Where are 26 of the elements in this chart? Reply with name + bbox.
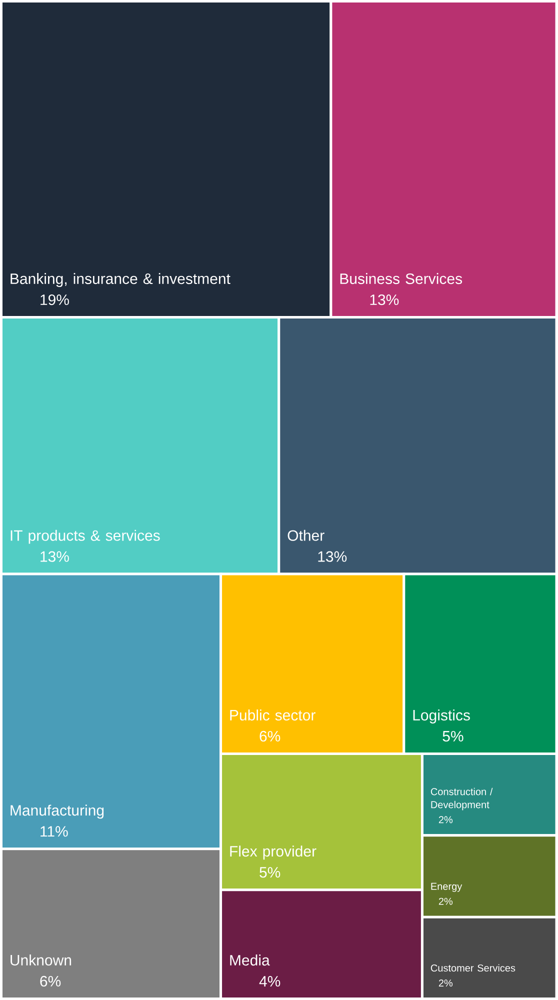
- category-label: Flex provider: [230, 846, 316, 860]
- data-label: 6%: [260, 730, 280, 742]
- data-label: 2%: [439, 898, 453, 905]
- category-label: Construction / Development: [431, 788, 493, 810]
- data-label: 13%: [318, 551, 347, 562]
- category-label: Unknown: [10, 954, 72, 966]
- data-label: 4%: [259, 976, 280, 987]
- category-label: Logistics: [413, 710, 470, 724]
- data-label: 2%: [439, 979, 453, 987]
- category-label: Manufacturing: [10, 804, 104, 819]
- category-label: Customer Services: [431, 964, 516, 972]
- category-label: Public sector: [230, 710, 316, 721]
- data-label: 6%: [40, 976, 61, 987]
- category-label: Other: [288, 530, 324, 541]
- category-label: Business Services: [340, 273, 462, 284]
- category-label: Energy: [431, 882, 462, 892]
- data-label: 5%: [442, 730, 464, 742]
- category-label: Banking, insurance & investment: [10, 273, 230, 288]
- data-label: 13%: [40, 551, 70, 562]
- category-label: Media: [230, 954, 270, 966]
- data-label: 2%: [439, 816, 453, 824]
- data-label: 11%: [40, 826, 68, 837]
- data-label: 5%: [260, 867, 280, 878]
- data-label: 19%: [40, 294, 70, 306]
- category-label: IT products & services: [10, 530, 160, 544]
- data-label: 13%: [370, 294, 399, 306]
